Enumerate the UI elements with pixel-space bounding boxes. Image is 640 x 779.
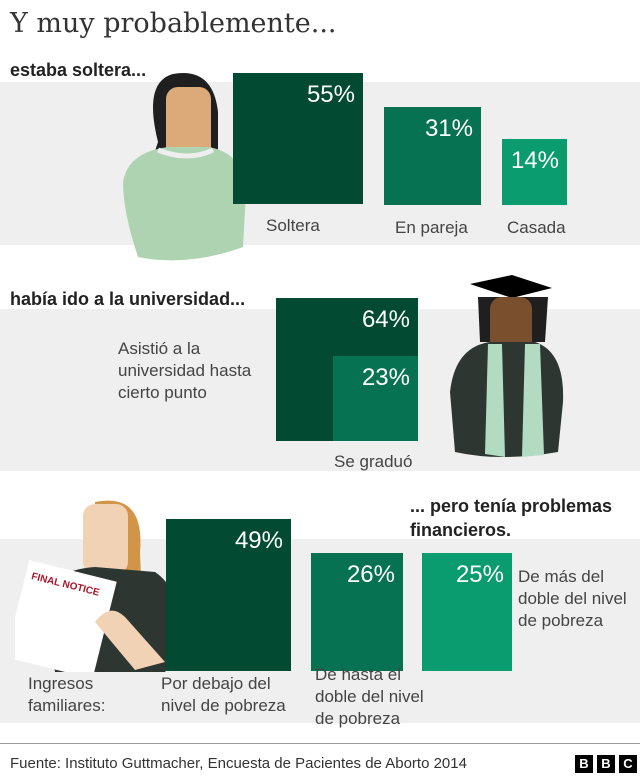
label-more-than-double: De más del doble del nivel de pobreza <box>518 567 627 630</box>
bar-more-than-double: 25% <box>422 553 512 671</box>
label-soltera: Soltera <box>266 216 320 235</box>
label-ingresos: Ingresos familiares: <box>28 674 106 715</box>
label-up-to-double: De hasta el doble del nivel de pobreza <box>315 665 424 728</box>
bbc-logo-b2: B <box>597 755 615 773</box>
source-text: Fuente: Instituto Guttmacher, Encuesta d… <box>10 755 467 772</box>
graduate-illustration-icon <box>450 275 564 457</box>
bar-casada: 14% <box>502 139 567 205</box>
bar-up-to-double: 26% <box>311 553 403 671</box>
label-en-pareja: En pareja <box>395 218 468 237</box>
label-below-poverty: Por debajo del nivel de pobreza <box>161 674 286 715</box>
bbc-logo-b1: B <box>575 755 593 773</box>
section-subtitle-income: ... pero tenía problemas financieros. <box>410 496 613 540</box>
bar-en-pareja: 31% <box>384 107 481 205</box>
page-title: Y muy probablemente... <box>10 8 337 39</box>
bar-below-poverty: 49% <box>166 519 291 671</box>
section-subtitle-marital: estaba soltera... <box>10 60 147 80</box>
bar-se-graduo: 23% <box>333 356 418 441</box>
bbc-logo-c: C <box>619 755 637 773</box>
label-asistio: Asistió a la universidad hasta cierto pu… <box>118 339 252 402</box>
woman-final-notice-illustration-icon: FINAL NOTICE <box>15 500 181 672</box>
label-casada: Casada <box>507 218 566 237</box>
woman-illustration-icon <box>123 73 246 261</box>
bar-soltera: 55% <box>233 73 363 204</box>
footer-divider <box>0 743 640 744</box>
label-se-graduo: Se graduó <box>334 452 413 471</box>
section-subtitle-education: había ido a la universidad... <box>10 289 246 309</box>
